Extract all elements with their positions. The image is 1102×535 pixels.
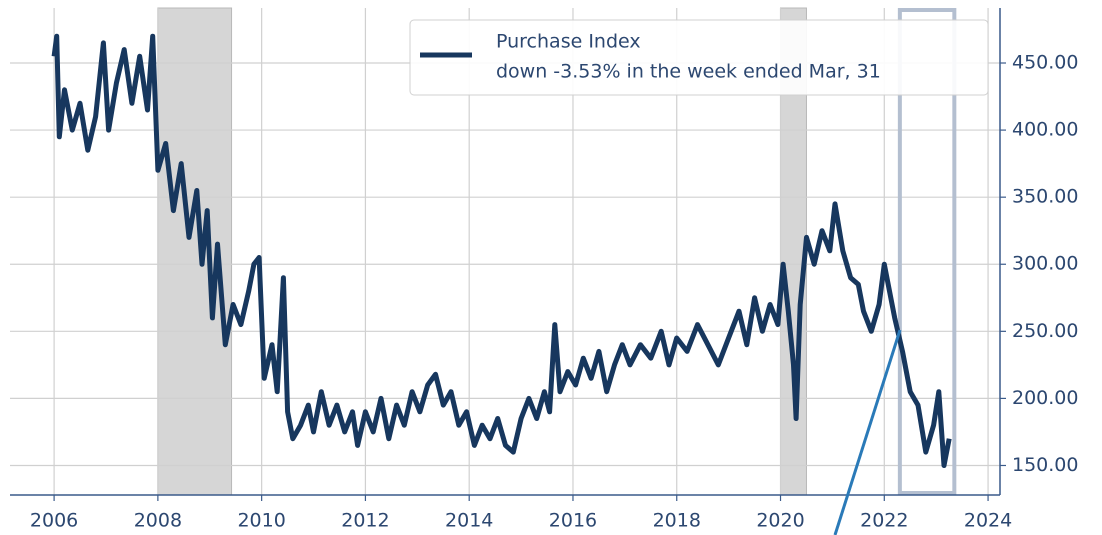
x-tick-label: 2024: [964, 510, 1012, 532]
y-tick-label: 200.00: [1012, 387, 1078, 409]
x-tick-label: 2018: [653, 510, 701, 532]
y-tick-label: 450.00: [1012, 52, 1078, 74]
y-tick-label: 250.00: [1012, 320, 1078, 342]
highlight-box: [897, 8, 957, 495]
legend-box: [409, 19, 989, 96]
series-line: [51, 33, 952, 468]
y-tick-label: 300.00: [1012, 253, 1078, 275]
x-tick-label: 2022: [860, 510, 908, 532]
y-tick-label: 350.00: [1012, 186, 1078, 208]
annotation-arrow: [833, 329, 902, 535]
x-tick-label: 2020: [756, 510, 804, 532]
y-tick-label: 150.00: [1012, 454, 1078, 476]
y-tick-label: 400.00: [1012, 119, 1078, 141]
x-tick-label: 2016: [549, 510, 597, 532]
legend-label: Purchase Index: [496, 31, 641, 53]
x-tick-label: 2008: [134, 510, 182, 532]
x-tick-label: 2014: [445, 510, 493, 532]
x-tick-label: 2010: [237, 510, 285, 532]
x-tick-label: 2006: [30, 510, 78, 532]
legend-note: down -3.53% in the week ended Mar, 31: [496, 61, 881, 83]
x-tick-label: 2012: [341, 510, 389, 532]
